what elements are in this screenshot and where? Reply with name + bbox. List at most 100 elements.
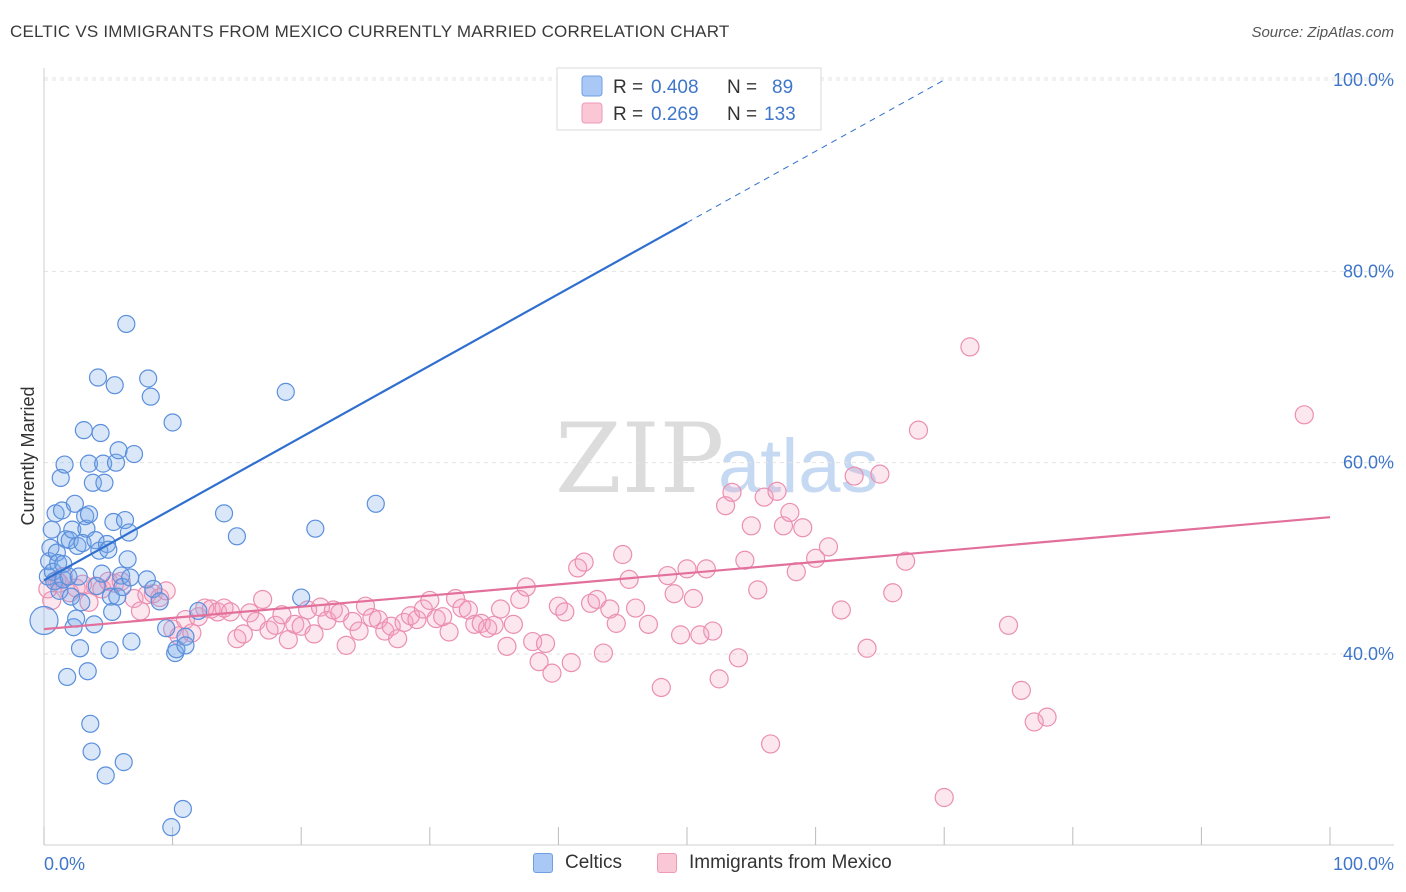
- celtic-point: [150, 592, 169, 611]
- mexico-legend-label: Immigrants from Mexico: [689, 852, 892, 873]
- y-tick-label: 100.0%: [1333, 70, 1394, 90]
- mexico-point: [896, 551, 916, 571]
- celtic-point: [176, 636, 195, 655]
- legend-n-label-2: N =: [727, 104, 757, 125]
- mexico-point: [484, 615, 504, 635]
- celtic-point: [137, 570, 156, 589]
- celtic-point: [366, 494, 385, 513]
- mexico-point: [844, 466, 864, 486]
- celtic-point: [139, 369, 158, 388]
- celtic-point: [29, 605, 59, 636]
- legend-r-value-1: 0.408: [651, 77, 699, 98]
- mexico-point: [343, 611, 363, 632]
- mexico-point: [465, 614, 485, 634]
- celtic-point: [108, 587, 127, 606]
- mexico-point: [690, 625, 710, 645]
- mexico-point: [555, 602, 575, 622]
- celtic-point: [86, 531, 105, 550]
- mexico-point: [574, 552, 594, 572]
- mexico-point: [587, 589, 607, 610]
- mexico-point: [497, 636, 517, 656]
- celtic-point: [124, 444, 144, 464]
- x-tick-label: 0.0%: [44, 854, 85, 874]
- mexico-point: [535, 633, 556, 654]
- mexico-point: [349, 621, 369, 641]
- celtic-point: [91, 423, 110, 443]
- celtic-point: [96, 766, 115, 785]
- y-axis-label: Currently Married: [18, 386, 38, 525]
- celtic-point: [51, 468, 70, 488]
- mexico-point: [786, 562, 806, 582]
- celtic-point: [117, 314, 136, 334]
- celtic-point: [157, 619, 176, 638]
- mexico-point: [741, 516, 761, 536]
- celtic-point: [121, 568, 140, 587]
- celtic-point: [58, 667, 77, 687]
- mexico-point: [1024, 712, 1044, 732]
- mexico-point: [1011, 680, 1031, 700]
- celtic-point: [122, 632, 141, 651]
- legend-swatch-celtics: [581, 75, 603, 97]
- celtic-point: [103, 602, 122, 622]
- mexico-point: [883, 583, 903, 603]
- mexico-point: [503, 614, 523, 634]
- mexico-point: [253, 589, 273, 610]
- y-tick-label: 40.0%: [1343, 644, 1394, 664]
- celtic-point: [68, 536, 87, 555]
- mexico-point: [780, 502, 800, 523]
- legend-r-label-1: R =: [613, 77, 643, 98]
- celtic-point: [109, 441, 128, 460]
- mexico-point: [606, 613, 626, 633]
- mexico-point: [490, 599, 511, 619]
- mexico-point: [998, 615, 1019, 635]
- mexico-point: [748, 580, 768, 600]
- mexico-point: [381, 616, 401, 636]
- mexico-point: [388, 629, 408, 649]
- celtic-point: [113, 577, 132, 597]
- mexico-point: [908, 420, 929, 440]
- celtic-point: [81, 714, 100, 733]
- celtic-point: [163, 413, 182, 432]
- celtic-point: [50, 581, 69, 600]
- mexico-point: [600, 599, 620, 619]
- y-tick-label: 80.0%: [1343, 261, 1394, 281]
- mexico-point: [767, 481, 787, 501]
- legend-r-value-2: 0.269: [651, 104, 699, 125]
- celtic-points: [29, 314, 385, 837]
- celtic-point: [67, 609, 86, 628]
- celtic-point: [63, 520, 82, 539]
- celtic-point: [79, 454, 99, 473]
- celtic-point: [74, 421, 93, 440]
- legend-n-value-2: 133: [764, 104, 796, 125]
- axes: 0.0% 100.0%: [43, 68, 1394, 874]
- mexico-point: [793, 518, 813, 538]
- trend-lines: [43, 79, 1331, 631]
- celtic-point: [79, 505, 99, 524]
- legend-swatch-mexico: [581, 102, 603, 124]
- mexico-point: [664, 584, 684, 604]
- mexico-point: [683, 588, 704, 609]
- celtic-point: [55, 455, 74, 474]
- mexico-point: [272, 605, 292, 625]
- celtic-trend-extension: [686, 79, 945, 223]
- mexico-point: [960, 337, 980, 357]
- celtic-point: [292, 588, 311, 607]
- mexico-point: [1294, 405, 1314, 425]
- legend-n-value-1: 89: [772, 77, 793, 98]
- mexico-point: [760, 734, 781, 754]
- mexico-point: [304, 624, 324, 644]
- celtic-point: [61, 587, 81, 606]
- celtic-point: [95, 473, 114, 492]
- celtic-point: [78, 662, 97, 681]
- mexico-point: [593, 643, 614, 663]
- mexico-point: [79, 592, 99, 612]
- mexico-point: [696, 559, 716, 579]
- y-tick-label: 60.0%: [1343, 453, 1394, 473]
- celtic-point: [70, 639, 90, 658]
- mexico-point: [542, 663, 562, 683]
- legend-box: R = 0.408 N = 89 R = 0.269 N = 133: [556, 67, 822, 131]
- mexico-point: [677, 559, 697, 579]
- mexico-trend-line: [43, 516, 1331, 631]
- celtic-point: [162, 818, 181, 837]
